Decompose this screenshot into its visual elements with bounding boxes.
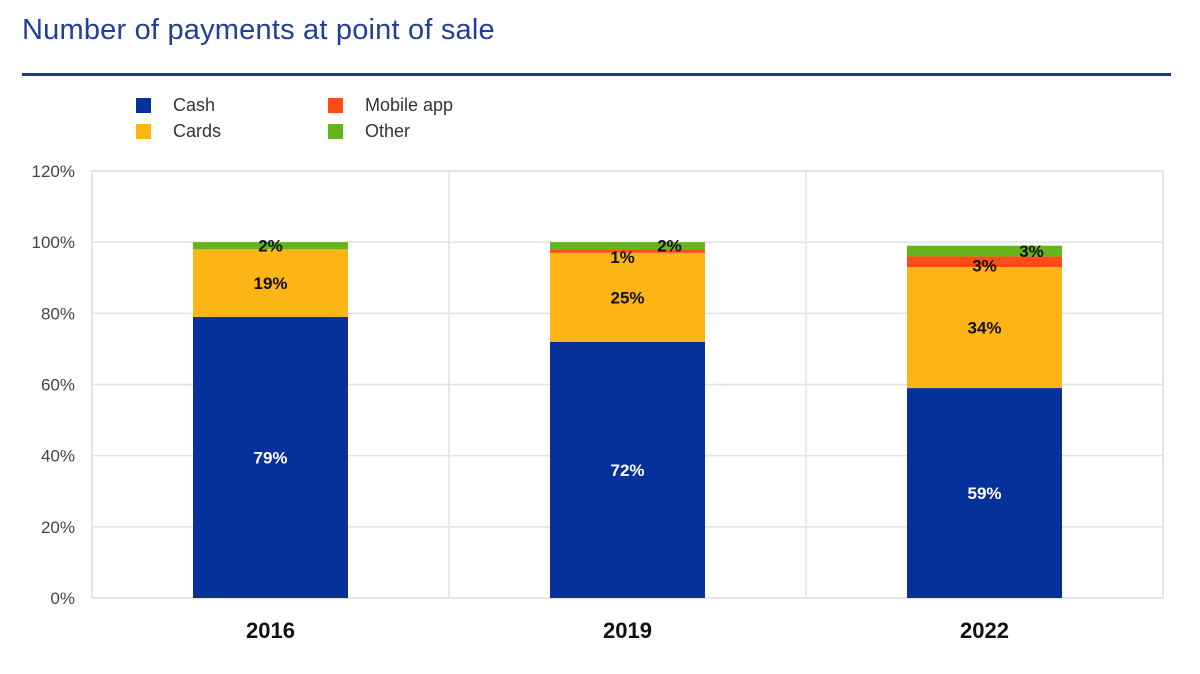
bar-segment-other (193, 242, 348, 250)
legend-label-cash: Cash (173, 95, 216, 115)
bar-segment-cash (550, 341, 705, 598)
legend-swatch-cards (136, 124, 151, 139)
data-label-cards: 25% (610, 288, 644, 307)
y-tick-label: 40% (41, 447, 75, 466)
y-tick-label: 120% (32, 162, 75, 181)
bar-segment-other (907, 245, 1062, 257)
y-tick-label: 100% (32, 233, 75, 252)
chart-title: Number of payments at point of sale (22, 14, 495, 46)
bar-segment-cards (193, 249, 348, 317)
bar-segment-cash (193, 316, 348, 598)
data-label-cash: 72% (610, 461, 644, 480)
data-label-cards: 34% (967, 319, 1001, 338)
data-label-cash: 79% (253, 448, 287, 467)
legend-label-other: Other (365, 121, 411, 141)
y-tick-label: 0% (50, 589, 75, 608)
legend-swatch-other (328, 124, 343, 139)
legend-item-other: Other (328, 121, 410, 142)
legend-swatch-cash (136, 98, 151, 113)
data-label-cash: 59% (967, 484, 1001, 503)
data-label-other: 2% (258, 237, 283, 256)
legend-label-cards: Cards (173, 121, 222, 141)
data-label-other: 3% (1019, 242, 1044, 261)
data-label-mobile-app: 1% (610, 248, 635, 267)
data-label-other: 2% (657, 237, 682, 256)
chart-legend: Cash Cards Mobile app Other (0, 0, 1200, 150)
bar-segment-cards (550, 252, 705, 342)
x-category-label: 2019 (603, 618, 652, 643)
legend-item-mobile-app: Mobile app (328, 95, 453, 116)
data-label-mobile-app: 3% (972, 257, 997, 276)
data-label-cards: 19% (253, 274, 287, 293)
x-category-label: 2022 (960, 618, 1009, 643)
legend-swatch-mobile-app (328, 98, 343, 113)
bar-segment-cards (907, 267, 1062, 389)
legend-label-mobile-app: Mobile app (365, 95, 454, 115)
bar-segment-mobile-app (907, 256, 1062, 268)
y-tick-label: 80% (41, 304, 75, 323)
legend-item-cash: Cash (136, 95, 215, 116)
y-tick-label: 60% (41, 376, 75, 395)
bar-segment-cash (907, 388, 1062, 598)
x-category-label: 2016 (246, 618, 295, 643)
legend-item-cards: Cards (136, 121, 221, 142)
y-tick-label: 20% (41, 518, 75, 537)
bar-segment-mobile-app (550, 249, 705, 253)
title-underline (22, 73, 1171, 76)
bar-segment-other (550, 242, 705, 250)
